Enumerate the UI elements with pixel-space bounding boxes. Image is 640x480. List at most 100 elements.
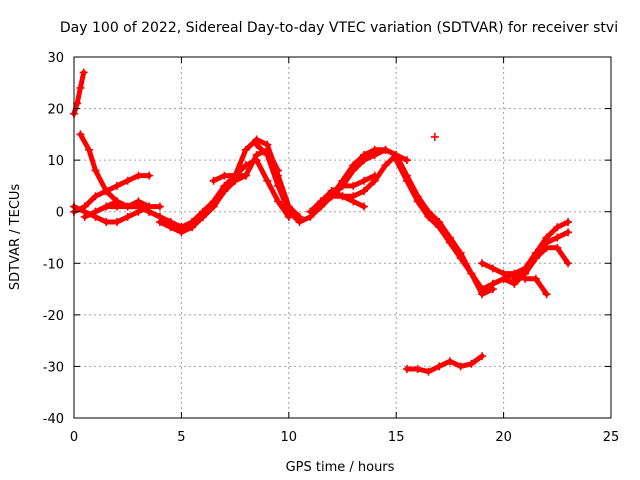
data-point bbox=[392, 156, 401, 165]
data-point bbox=[338, 181, 347, 190]
y-tick-label: 0 bbox=[56, 206, 64, 221]
data-point bbox=[327, 192, 336, 201]
data-point bbox=[413, 197, 422, 206]
data-point bbox=[430, 132, 439, 141]
data-point bbox=[76, 130, 85, 139]
y-tick-label: -10 bbox=[43, 257, 64, 272]
data-point bbox=[467, 269, 476, 278]
y-tick-label: 10 bbox=[47, 154, 64, 169]
series-line bbox=[393, 157, 507, 292]
data-point bbox=[542, 290, 551, 299]
data-point bbox=[510, 274, 519, 283]
data-point bbox=[370, 150, 379, 159]
data-point bbox=[91, 192, 100, 201]
data-point bbox=[349, 197, 358, 206]
data-point bbox=[381, 145, 390, 154]
data-point bbox=[553, 233, 562, 242]
chart-title: Day 100 of 2022, Sidereal Day-to-day VTE… bbox=[60, 20, 618, 36]
series-arc-o bbox=[317, 192, 368, 211]
data-point bbox=[478, 352, 487, 361]
data-point bbox=[102, 187, 111, 196]
data-point bbox=[263, 150, 272, 159]
y-axis-label: SDTVAR / TECUs bbox=[8, 184, 23, 291]
data-point bbox=[274, 197, 283, 206]
data-point bbox=[241, 171, 250, 180]
data-point bbox=[73, 99, 82, 108]
data-point bbox=[134, 171, 143, 180]
series-line bbox=[157, 157, 292, 235]
data-point bbox=[553, 243, 562, 252]
data-point bbox=[488, 264, 497, 273]
data-point bbox=[531, 274, 540, 283]
data-point bbox=[76, 83, 85, 92]
data-point bbox=[112, 181, 121, 190]
data-point bbox=[274, 181, 283, 190]
data-point bbox=[553, 223, 562, 232]
data-point bbox=[564, 259, 573, 268]
series-arc-m bbox=[317, 145, 401, 211]
data-point bbox=[478, 285, 487, 294]
data-point bbox=[252, 140, 261, 149]
data-point bbox=[123, 212, 132, 221]
series-arc-u bbox=[402, 352, 487, 376]
data-point bbox=[424, 367, 433, 376]
data-point bbox=[155, 202, 164, 211]
data-point bbox=[349, 181, 358, 190]
data-point bbox=[349, 166, 358, 175]
data-point bbox=[145, 171, 154, 180]
grid bbox=[74, 57, 611, 418]
data-point bbox=[456, 362, 465, 371]
data-point bbox=[478, 259, 487, 268]
data-point bbox=[564, 218, 573, 227]
data-point bbox=[499, 274, 508, 283]
data-point bbox=[85, 145, 94, 154]
data-point bbox=[80, 212, 89, 221]
series-arc-f bbox=[80, 197, 154, 221]
data-point bbox=[564, 228, 573, 237]
series-arc-q bbox=[478, 218, 573, 278]
data-point bbox=[252, 150, 261, 159]
data-point bbox=[155, 218, 164, 227]
data-point bbox=[359, 202, 368, 211]
data-point bbox=[456, 254, 465, 263]
data-point bbox=[424, 212, 433, 221]
data-point bbox=[381, 161, 390, 170]
data-point bbox=[542, 238, 551, 247]
data-point bbox=[402, 176, 411, 185]
data-point bbox=[402, 156, 411, 165]
x-tick-label: 10 bbox=[281, 430, 298, 445]
x-tick-label: 5 bbox=[177, 430, 185, 445]
data-point bbox=[435, 223, 444, 232]
y-tick-label: -20 bbox=[43, 309, 64, 324]
data-point bbox=[112, 197, 121, 206]
series-arc-h bbox=[177, 135, 304, 232]
x-tick-label: 15 bbox=[388, 430, 405, 445]
data-point bbox=[488, 279, 497, 288]
data-point bbox=[241, 145, 250, 154]
data-point bbox=[445, 238, 454, 247]
data-point bbox=[467, 359, 476, 368]
data-point bbox=[112, 218, 121, 227]
data-point bbox=[102, 202, 111, 211]
data-point bbox=[338, 192, 347, 201]
y-tick-label: -40 bbox=[43, 412, 64, 427]
series-layer bbox=[70, 68, 573, 376]
series-line bbox=[511, 229, 571, 282]
data-point bbox=[177, 223, 186, 232]
series-point-v bbox=[430, 132, 439, 141]
data-point bbox=[284, 207, 293, 216]
data-point bbox=[274, 166, 283, 175]
data-point bbox=[220, 187, 229, 196]
x-axis-label: GPS time / hours bbox=[286, 460, 395, 475]
series-line bbox=[71, 173, 152, 215]
data-point bbox=[79, 68, 88, 77]
y-tick-label: 30 bbox=[47, 51, 64, 66]
data-point bbox=[295, 218, 304, 227]
data-point bbox=[370, 176, 379, 185]
series-line bbox=[178, 137, 302, 230]
data-point bbox=[102, 218, 111, 227]
data-point bbox=[435, 362, 444, 371]
data-point bbox=[209, 202, 218, 211]
x-tick-label: 25 bbox=[603, 430, 620, 445]
